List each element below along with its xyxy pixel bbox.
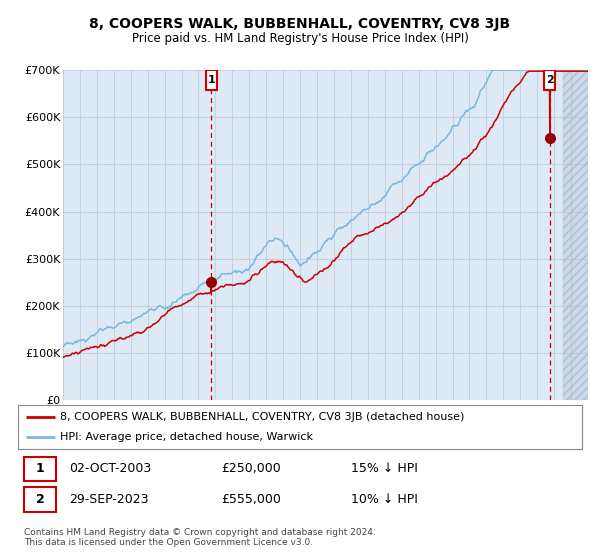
Text: 1: 1	[208, 75, 215, 85]
Text: Price paid vs. HM Land Registry's House Price Index (HPI): Price paid vs. HM Land Registry's House …	[131, 32, 469, 45]
FancyBboxPatch shape	[544, 70, 556, 90]
Bar	[563, 70, 588, 400]
Text: 10% ↓ HPI: 10% ↓ HPI	[351, 493, 418, 506]
Text: 15% ↓ HPI: 15% ↓ HPI	[351, 462, 418, 475]
FancyBboxPatch shape	[23, 487, 56, 512]
Text: 2: 2	[35, 493, 44, 506]
FancyBboxPatch shape	[23, 456, 56, 481]
Text: 2: 2	[546, 75, 554, 85]
Text: 29-SEP-2023: 29-SEP-2023	[69, 493, 148, 506]
Text: 8, COOPERS WALK, BUBBENHALL, COVENTRY, CV8 3JB: 8, COOPERS WALK, BUBBENHALL, COVENTRY, C…	[89, 17, 511, 31]
FancyBboxPatch shape	[206, 70, 217, 90]
Text: 8, COOPERS WALK, BUBBENHALL, COVENTRY, CV8 3JB (detached house): 8, COOPERS WALK, BUBBENHALL, COVENTRY, C…	[60, 412, 464, 422]
Text: £250,000: £250,000	[221, 462, 281, 475]
Text: HPI: Average price, detached house, Warwick: HPI: Average price, detached house, Warw…	[60, 432, 313, 442]
Bar	[563, 70, 588, 400]
Text: 02-OCT-2003: 02-OCT-2003	[69, 462, 151, 475]
Text: Contains HM Land Registry data © Crown copyright and database right 2024.
This d: Contains HM Land Registry data © Crown c…	[24, 528, 376, 547]
Text: £555,000: £555,000	[221, 493, 281, 506]
Text: 1: 1	[35, 462, 44, 475]
